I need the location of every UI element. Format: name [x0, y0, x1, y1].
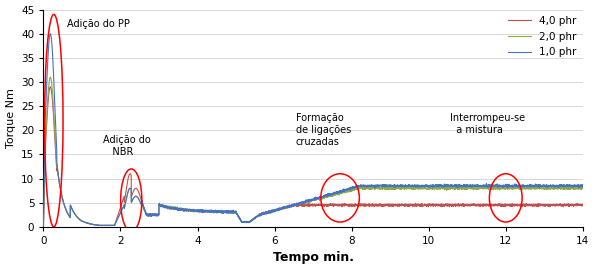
2,0 phr: [536, 187, 543, 191]
4,0 phr: [267, 211, 274, 214]
1,0 phr: [580, 185, 587, 188]
2,0 phr: [46, 76, 54, 79]
2,0 phr: [271, 209, 278, 212]
Line: 4,0 phr: 4,0 phr: [43, 87, 583, 227]
1,0 phr: [563, 185, 570, 188]
2,0 phr: [267, 210, 274, 213]
4,0 phr: [271, 210, 278, 213]
4,0 phr: [536, 203, 543, 207]
4,0 phr: [40, 225, 47, 228]
4,0 phr: [296, 203, 303, 206]
2,0 phr: [40, 225, 47, 228]
2,0 phr: [563, 186, 570, 190]
1,0 phr: [536, 185, 543, 188]
1,0 phr: [40, 225, 47, 228]
Line: 2,0 phr: 2,0 phr: [43, 77, 583, 227]
4,0 phr: [563, 203, 570, 206]
1,0 phr: [46, 32, 54, 35]
Text: Interrompeu-se
  a mistura: Interrompeu-se a mistura: [450, 113, 525, 135]
Legend: 4,0 phr, 2,0 phr, 1,0 phr: 4,0 phr, 2,0 phr, 1,0 phr: [504, 12, 581, 62]
1,0 phr: [296, 202, 303, 205]
Text: Adição do PP: Adição do PP: [67, 19, 130, 29]
2,0 phr: [296, 202, 303, 205]
Text: Adição do
   NBR: Adição do NBR: [103, 135, 151, 157]
2,0 phr: [580, 187, 587, 190]
X-axis label: Tempo min.: Tempo min.: [273, 251, 353, 264]
4,0 phr: [46, 85, 54, 89]
4,0 phr: [432, 205, 439, 208]
2,0 phr: [432, 187, 439, 190]
1,0 phr: [271, 210, 278, 213]
Y-axis label: Torque Nm: Torque Nm: [5, 88, 15, 148]
Line: 1,0 phr: 1,0 phr: [43, 34, 583, 227]
4,0 phr: [580, 204, 587, 207]
Text: Formação
de ligações
cruzadas: Formação de ligações cruzadas: [296, 113, 351, 147]
1,0 phr: [267, 210, 274, 213]
1,0 phr: [432, 184, 439, 188]
